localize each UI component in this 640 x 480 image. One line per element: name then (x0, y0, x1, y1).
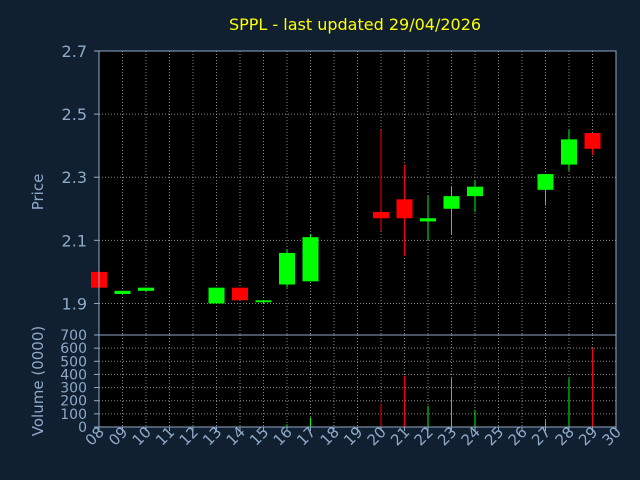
price-tick-label: 2.3 (62, 168, 87, 187)
volume-tick-label: 300 (60, 381, 87, 397)
price-candle-body (396, 199, 413, 219)
chart-title: SPPL - last updated 29/04/2026 (229, 15, 481, 34)
price-axis-label: Price (29, 174, 47, 211)
price-candle-body (138, 287, 154, 291)
price-tick-label: 2.7 (62, 42, 87, 61)
volume-tick-label: 200 (60, 394, 87, 410)
price-candle-body (302, 237, 319, 282)
volume-tick-label: 0 (78, 420, 87, 436)
price-candle-body (420, 218, 436, 222)
volume-tick-label: 400 (60, 367, 87, 383)
price-candle-body (467, 186, 483, 197)
price-candle-body (537, 174, 554, 190)
price-tick-label: 2.1 (62, 231, 87, 250)
price-candle-body (279, 252, 295, 285)
price-candle-body (114, 290, 131, 294)
volume-tick-label: 500 (60, 354, 87, 370)
price-tick-label: 1.9 (62, 294, 87, 313)
price-candle-body (373, 211, 389, 219)
price-tick-label: 2.5 (62, 105, 87, 124)
price-candle-body (584, 133, 601, 149)
price-candle-body (561, 139, 577, 165)
price-candle-body (255, 300, 272, 303)
volume-tick-label: 600 (60, 341, 87, 357)
volume-tick-label: 100 (60, 407, 87, 423)
volume-axis-label: Volume (0000) (29, 326, 47, 436)
volume-tick-label: 700 (60, 328, 87, 344)
price-candle-body (232, 287, 248, 301)
price-candle-body (443, 196, 460, 209)
price-panel: 1.9 2.1 2.3 2.5 2.7 (62, 42, 617, 336)
price-candle-body (208, 287, 225, 304)
x-axis-label: Day (333, 460, 361, 476)
